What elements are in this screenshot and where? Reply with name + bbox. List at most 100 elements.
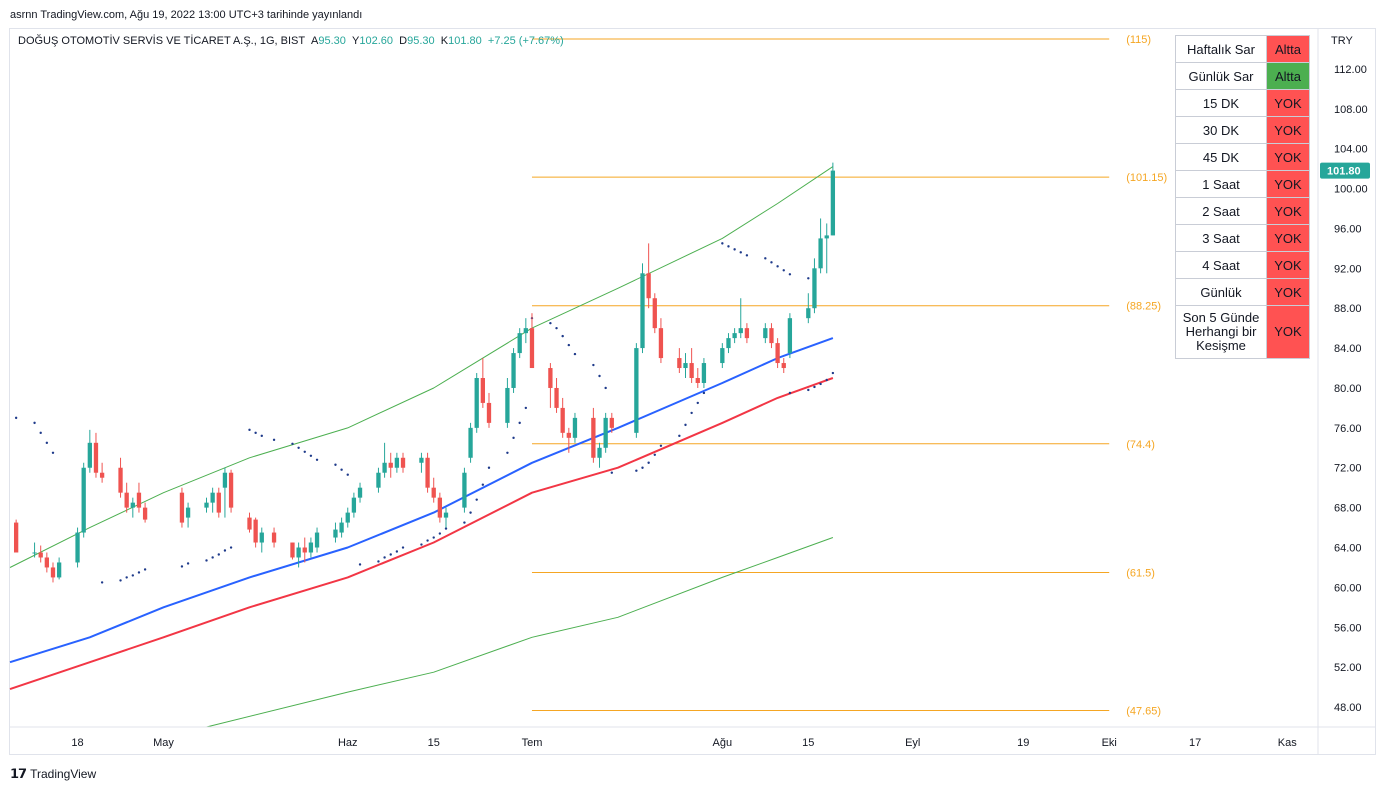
candle-body [124, 492, 129, 508]
candle [382, 442, 387, 478]
candle [130, 497, 135, 518]
candle-body [695, 378, 700, 383]
candle [640, 263, 645, 354]
footer-brand-label: TradingView [30, 767, 97, 781]
candle-body [87, 442, 92, 468]
sar-dot [807, 388, 810, 392]
candle [603, 412, 608, 453]
candle-body [382, 462, 387, 473]
candle-body [216, 492, 221, 513]
candle [339, 517, 344, 538]
sar-dot [764, 257, 767, 260]
signal-status: Altta [1266, 62, 1310, 90]
sar-dot [254, 431, 257, 435]
candle [357, 482, 363, 503]
candle [560, 397, 565, 438]
candle-body [75, 532, 80, 563]
signal-label: 30 DK [1175, 116, 1267, 144]
candle [308, 537, 314, 558]
sar-dot [346, 473, 349, 476]
sar-dot [33, 421, 36, 425]
y-tick-label: 64.00 [1334, 543, 1362, 555]
y-tick-label: 68.00 [1334, 503, 1362, 515]
sar-dot [702, 391, 706, 395]
sar-dot [690, 411, 693, 415]
candle [763, 323, 768, 344]
candle [609, 412, 614, 433]
fib-level-label: (115) [1126, 34, 1151, 46]
fib-level-label: (88.25) [1126, 301, 1161, 313]
sar-dot [401, 546, 405, 549]
candle [222, 467, 228, 518]
candle [677, 348, 682, 374]
sar-dot [782, 269, 785, 272]
sar-dot [721, 242, 724, 245]
sar-dot [291, 442, 294, 446]
candle [314, 527, 320, 553]
tradingview-logo-icon: 𝟭𝟳 [10, 766, 27, 781]
signal-label: 1 Saat [1175, 170, 1267, 198]
sar-dot [229, 546, 233, 549]
candle [529, 313, 535, 369]
symbol-name: DOĞUŞ OTOMOTİV SERVİS VE TİCARET A.Ş., 1… [18, 35, 305, 47]
candle [468, 422, 473, 463]
candle-body [13, 522, 19, 553]
x-tick-label: 19 [1017, 737, 1029, 749]
candle-body [351, 497, 357, 513]
x-tick-label: 17 [1189, 737, 1201, 749]
candle-body [431, 487, 436, 498]
candle-body [99, 472, 105, 478]
signal-row: 15 DK YOK [1175, 89, 1310, 117]
sar-dot [383, 556, 386, 559]
candle [93, 432, 99, 478]
candle-body [222, 472, 228, 488]
candle [591, 407, 596, 463]
candle-body [701, 363, 707, 383]
candle [296, 542, 301, 568]
candle-body [812, 268, 817, 309]
sar-dot [137, 571, 141, 574]
candle-body [333, 529, 338, 538]
y-tick-label: 100.00 [1334, 184, 1368, 196]
chart-frame [9, 28, 1376, 755]
candle [720, 343, 725, 369]
signal-row: Haftalık Sar Altta [1175, 35, 1310, 63]
sar-dot [745, 254, 749, 257]
candle-body [787, 318, 793, 354]
candle [775, 338, 780, 369]
candle [253, 517, 258, 548]
sar-dot [555, 326, 558, 330]
candle [419, 452, 424, 473]
candle-body [720, 348, 725, 364]
candle [345, 507, 350, 528]
candle-body [591, 417, 596, 458]
sar-dot [315, 458, 319, 461]
candle-body [259, 532, 264, 543]
candle-body [81, 467, 86, 533]
signal-status: YOK [1266, 278, 1310, 306]
candle-body [646, 273, 651, 299]
candle-body [560, 407, 565, 433]
signal-label: 2 Saat [1175, 197, 1267, 225]
candle [646, 243, 651, 309]
y-tick-label: 92.00 [1334, 263, 1362, 275]
candle-body [290, 542, 295, 558]
candle-body [38, 552, 43, 558]
close-value: 101.80 [448, 35, 482, 47]
candle-body [732, 333, 737, 339]
signal-status: YOK [1266, 143, 1310, 171]
last-price-badge [1320, 162, 1370, 179]
candle-body [511, 353, 516, 388]
sar-dot [653, 453, 656, 456]
footer-brand[interactable]: 𝟭𝟳 TradingView [10, 766, 96, 782]
candle [830, 162, 836, 236]
candle-body [437, 497, 443, 518]
open-value: 95.30 [318, 35, 346, 47]
candle [81, 462, 86, 538]
candle [228, 469, 234, 513]
candle [566, 427, 571, 453]
sar-dot [205, 559, 208, 562]
sar-dot [358, 563, 362, 566]
candle [216, 487, 221, 518]
